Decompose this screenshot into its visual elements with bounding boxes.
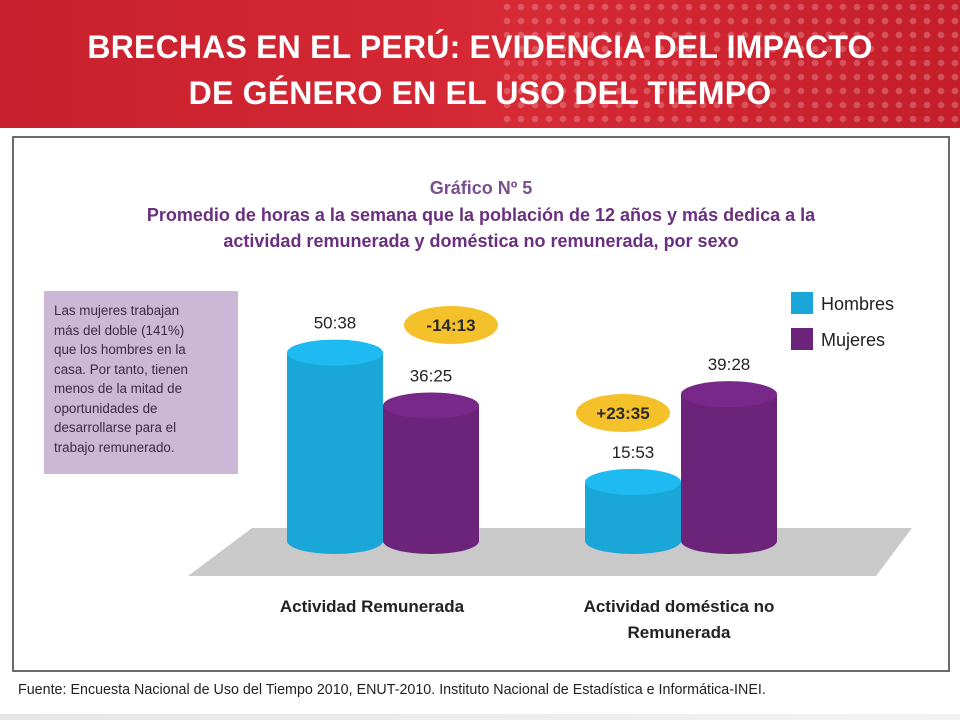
legend-swatch: [791, 328, 813, 350]
difference-label: -14:13: [426, 316, 475, 335]
title-banner: BRECHAS EN EL PERÚ: EVIDENCIA DEL IMPACT…: [0, 0, 960, 128]
legend-swatch: [791, 292, 813, 314]
category-label: Remunerada: [628, 623, 732, 642]
bar-base: [287, 528, 383, 554]
banner-dot-pattern: [500, 0, 960, 128]
chart-title-line1: Promedio de horas a la semana que la pob…: [146, 205, 816, 225]
note-line: más del doble (141%): [54, 322, 185, 338]
slide-title-line2: DE GÉNERO EN EL USO DEL TIEMPO: [188, 75, 772, 111]
bar-top: [585, 468, 681, 495]
legend: Hombres Mujeres: [791, 292, 894, 350]
bar-body: [383, 405, 479, 541]
bar-value-label: 50:38: [314, 314, 357, 333]
bar-base: [585, 528, 681, 554]
note-line: menos de la mitad de: [54, 381, 183, 396]
bar-top: [383, 392, 479, 419]
bar-top: [681, 381, 777, 408]
bottom-strip: [0, 714, 960, 720]
chart-number: Gráfico Nº 5: [429, 178, 533, 198]
category-label: Actividad doméstica no: [584, 597, 775, 616]
bar-value-label: 15:53: [612, 443, 655, 462]
bar-body: [287, 352, 383, 541]
difference-badge: [576, 394, 670, 432]
note-line: casa. Por tanto, tienen: [54, 361, 188, 377]
note-line: Las mujeres trabajan: [54, 303, 180, 318]
bar-value-label: 36:25: [410, 367, 453, 386]
note-line: trabajo remunerado.: [54, 439, 175, 455]
note-line: desarrollarse para el: [54, 420, 177, 435]
bar-base: [383, 528, 479, 554]
note-box: Las mujeres trabajan más del doble (141%…: [44, 291, 238, 474]
slide-title-line1: BRECHAS EN EL PERÚ: EVIDENCIA DEL IMPACT…: [87, 29, 873, 65]
chart-title-line2: actividad remunerada y doméstica no remu…: [223, 231, 739, 251]
bar-top: [287, 339, 383, 366]
chart-title: Promedio de horas a la semana que la pob…: [54, 202, 908, 254]
difference-label: +23:35: [596, 404, 649, 423]
note-line: que los hombres en la: [54, 342, 186, 357]
difference-badge: [404, 306, 498, 344]
category-label: Actividad Remunerada: [280, 597, 465, 616]
bars-group: 50:38 15:53 36:25 39:28 -14:13 +23:35: [287, 306, 777, 554]
bar-base: [681, 528, 777, 554]
bar-value-label: 39:28: [708, 355, 751, 374]
bar-body: [681, 394, 777, 541]
legend-label: Hombres: [821, 294, 894, 314]
category-labels: Actividad Remunerada Actividad doméstica …: [280, 597, 775, 642]
source-note: Fuente: Encuesta Nacional de Uso del Tie…: [18, 682, 766, 698]
slide-title: BRECHAS EN EL PERÚ: EVIDENCIA DEL IMPACT…: [20, 24, 940, 116]
legend-label: Mujeres: [821, 330, 885, 350]
note-line: oportunidades de: [54, 400, 158, 416]
